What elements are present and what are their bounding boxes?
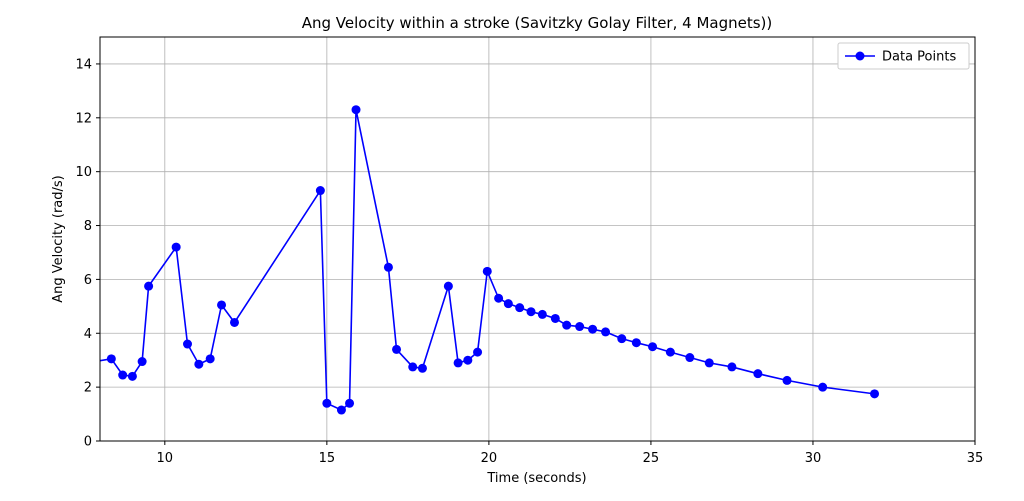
data-point <box>562 320 572 330</box>
data-point <box>782 375 792 385</box>
data-point <box>494 293 504 303</box>
data-point <box>194 359 204 369</box>
y-tick-label: 0 <box>84 435 92 450</box>
data-point <box>617 334 627 344</box>
data-point <box>818 382 828 392</box>
data-point <box>870 389 880 399</box>
data-point <box>515 303 525 313</box>
chart-title: Ang Velocity within a stroke (Savitzky G… <box>302 14 773 32</box>
data-point <box>727 362 737 372</box>
data-point <box>183 339 192 349</box>
plot-frame <box>99 36 976 442</box>
series-layer <box>83 105 880 415</box>
data-point <box>537 309 547 319</box>
data-point <box>229 317 239 327</box>
legend-marker-sample <box>855 51 865 61</box>
y-tick-label: 10 <box>75 165 92 180</box>
y-tick-label: 14 <box>75 57 92 72</box>
grid-lines <box>100 37 976 442</box>
y-axis-ticks: 0 2 4 6 8 10 12 14 <box>75 57 100 450</box>
legend: Data Points <box>837 42 970 70</box>
data-point <box>503 299 513 309</box>
data-point <box>106 354 116 364</box>
data-point <box>463 355 473 365</box>
data-point <box>322 398 332 408</box>
x-axis-ticks: 10 15 20 25 30 35 <box>157 441 984 466</box>
data-point <box>351 105 361 115</box>
data-point <box>205 354 215 364</box>
data-point <box>217 300 227 310</box>
data-point <box>482 266 492 276</box>
data-point <box>345 398 355 408</box>
data-point <box>631 338 641 348</box>
data-point <box>665 347 675 357</box>
x-tick-label: 25 <box>643 451 660 466</box>
data-point <box>137 357 147 367</box>
y-tick-label: 2 <box>84 381 92 396</box>
legend-box <box>837 42 970 70</box>
data-point <box>171 242 181 252</box>
data-point <box>144 281 154 291</box>
x-axis-label: Time (seconds) <box>486 471 586 486</box>
data-point <box>588 324 598 334</box>
y-tick-label: 4 <box>84 327 92 342</box>
data-point <box>443 281 453 291</box>
data-point <box>315 186 325 196</box>
data-point <box>704 358 714 368</box>
data-point <box>575 322 585 332</box>
data-point <box>392 344 402 354</box>
y-tick-label: 12 <box>75 111 92 126</box>
data-point <box>753 369 763 379</box>
x-tick-label: 15 <box>319 451 336 466</box>
y-axis-label: Ang Velocity (rad/s) <box>51 175 66 303</box>
x-tick-label: 30 <box>805 451 822 466</box>
data-point <box>383 262 393 272</box>
series-line <box>100 108 875 411</box>
data-point <box>601 327 611 337</box>
data-point <box>648 342 658 352</box>
x-tick-label: 10 <box>157 451 174 466</box>
data-point <box>118 370 128 380</box>
data-point <box>127 371 137 381</box>
data-point <box>336 405 346 415</box>
data-point <box>408 362 418 372</box>
data-point <box>417 363 427 373</box>
y-tick-label: 6 <box>84 273 92 288</box>
y-tick-label: 8 <box>84 219 92 234</box>
data-point <box>685 353 695 363</box>
data-point <box>550 313 560 323</box>
legend-label: Data Points <box>882 50 956 65</box>
data-point <box>83 358 92 367</box>
data-point <box>473 347 483 357</box>
x-tick-label: 20 <box>481 451 498 466</box>
data-point <box>526 307 536 317</box>
x-tick-label: 35 <box>967 451 984 466</box>
data-point <box>453 358 463 368</box>
